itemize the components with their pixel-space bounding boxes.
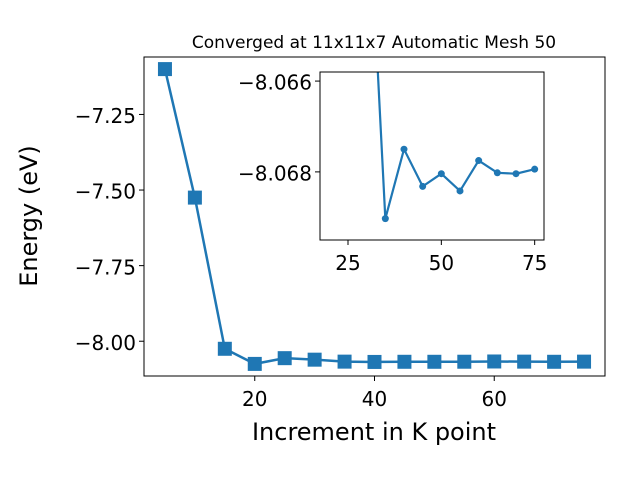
main-data-point [247,356,262,371]
inset-x-tick-label: 25 [335,251,360,275]
inset-series-line [376,72,535,219]
main-y-tick-label: −7.50 [75,180,136,204]
inset-axes-frame [319,71,545,241]
inset-data-point [493,169,501,177]
main-y-tick-label: −7.75 [75,255,136,279]
main-data-point [187,190,202,205]
y-axis-label: Energy (eV) [15,145,43,287]
main-x-tick-label: 20 [242,387,267,411]
main-data-point [277,351,292,366]
inset-data-point [419,182,427,190]
inset-plot: 25 50 75 −8.068 −8.066 [238,71,547,275]
main-x-tick-label: 40 [362,387,387,411]
inset-data-point [400,145,408,153]
inset-x-tick-label: 50 [429,251,454,275]
main-data-point [307,352,322,367]
main-data-point [397,354,412,369]
main-data-point [487,354,502,369]
inset-data-point [381,215,389,223]
main-data-point [457,354,472,369]
main-data-point [217,341,232,356]
main-data-point [517,354,532,369]
main-data-point [427,354,442,369]
inset-data-point [437,170,445,178]
inset-data [376,72,539,223]
main-data-point [157,62,172,77]
main-y-tick-label: −7.25 [75,104,136,128]
inset-data-point [531,165,539,173]
inset-plot-background [320,72,544,240]
inset-data-point [456,187,464,195]
main-data-point [337,354,352,369]
main-x-tick-label: 60 [482,387,507,411]
x-axis-label: Increment in K point [252,418,496,446]
inset-y-tick-label: −8.068 [238,162,312,186]
inset-x-tick-label: 75 [522,251,547,275]
main-data [157,62,592,371]
inset-data-point [512,170,520,178]
main-data-point [547,354,562,369]
main-y-tick-label: −8.00 [75,331,136,355]
inset-y-tick-label: −8.066 [238,71,312,95]
main-data-point [577,354,592,369]
inset-data-point [475,157,483,165]
main-data-point [367,354,382,369]
chart-title: Converged at 11x11x7 Automatic Mesh 50 [192,33,556,53]
